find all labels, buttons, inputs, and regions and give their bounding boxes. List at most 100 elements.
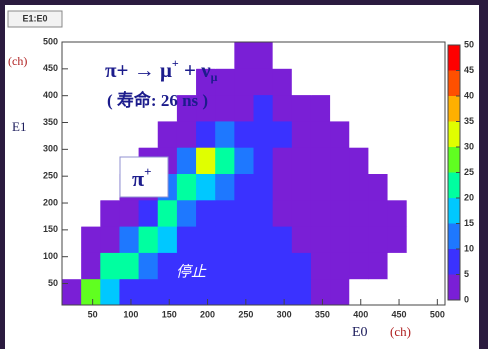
cell <box>330 68 350 96</box>
z-tick-label: 10 <box>464 243 474 253</box>
cell <box>387 226 408 253</box>
cell <box>100 173 120 201</box>
cell <box>157 42 178 69</box>
cell <box>387 94 408 122</box>
cell <box>100 68 120 96</box>
cell <box>119 120 140 148</box>
cell <box>291 42 312 69</box>
cell <box>138 94 159 122</box>
cell <box>176 94 197 122</box>
cell <box>81 226 101 253</box>
cell <box>234 252 254 280</box>
cell <box>349 120 369 148</box>
z-tick-label: 20 <box>464 192 474 202</box>
cell <box>119 94 140 122</box>
cell <box>100 199 120 227</box>
cell <box>425 42 446 69</box>
cell <box>119 278 140 306</box>
cell <box>234 173 254 201</box>
cell <box>330 252 350 280</box>
cell <box>406 278 427 306</box>
cell <box>310 42 331 69</box>
cell <box>138 68 159 96</box>
cell <box>291 147 312 174</box>
cell <box>387 278 408 306</box>
cell <box>196 120 216 148</box>
cell <box>119 68 140 96</box>
cell <box>157 68 178 96</box>
x-tick-label: 400 <box>353 309 368 319</box>
cell <box>425 94 446 122</box>
z-tick-label: 5 <box>464 269 469 279</box>
cell <box>81 120 101 148</box>
x-axis-unit: (ch) <box>390 324 411 339</box>
cell <box>406 252 427 280</box>
cell <box>330 278 350 306</box>
cell <box>291 68 312 96</box>
cell <box>234 42 254 69</box>
cell <box>253 252 274 280</box>
cell <box>291 94 312 122</box>
cell <box>138 278 159 306</box>
cell <box>62 173 82 201</box>
cell <box>253 199 274 227</box>
cell <box>272 173 293 201</box>
cell <box>406 199 427 227</box>
cell <box>157 94 178 122</box>
x-tick-label: 100 <box>123 309 138 319</box>
cell <box>253 226 274 253</box>
cell <box>330 173 350 201</box>
cell <box>119 252 140 280</box>
cell <box>330 120 350 148</box>
decay-formula: π+ → μ+ + νμ <box>105 56 218 84</box>
cell <box>387 252 408 280</box>
cell <box>272 199 293 227</box>
cell <box>215 173 235 201</box>
cell <box>272 278 293 306</box>
y-tick-label: 450 <box>43 63 58 73</box>
cell <box>176 68 197 96</box>
cell <box>310 252 331 280</box>
cell <box>425 120 446 148</box>
cell <box>272 226 293 253</box>
cell <box>234 147 254 174</box>
cell <box>100 120 120 148</box>
cell <box>119 226 140 253</box>
cell <box>330 147 350 174</box>
cell <box>330 226 350 253</box>
x-tick-label: 500 <box>430 309 445 319</box>
cell <box>62 68 82 96</box>
cell <box>330 94 350 122</box>
pion-label: π+ <box>132 164 151 191</box>
cell <box>100 278 120 306</box>
cell <box>349 252 369 280</box>
decay-part: π+ → μ <box>105 58 172 82</box>
cell <box>138 199 159 227</box>
cell <box>387 173 408 201</box>
cell <box>253 120 274 148</box>
cell <box>234 94 254 122</box>
cell <box>234 68 254 96</box>
cell <box>176 199 197 227</box>
cell <box>368 226 389 253</box>
cell <box>62 120 82 148</box>
z-tick-label: 45 <box>464 65 474 75</box>
plot-frame <box>61 41 446 306</box>
decay-part: + ν <box>179 58 211 82</box>
cell <box>138 42 159 69</box>
cell <box>291 173 312 201</box>
cell <box>176 120 197 148</box>
cell <box>406 120 427 148</box>
cell <box>425 173 446 201</box>
stop-label: 停止 <box>176 263 207 280</box>
cell <box>100 94 120 122</box>
cell <box>406 147 427 174</box>
y-tick-label: 300 <box>43 144 58 154</box>
cell <box>81 199 101 227</box>
y-tick-label: 500 <box>43 36 58 46</box>
cell <box>387 42 408 69</box>
x-tick-label: 50 <box>88 309 98 319</box>
z-tick-label: 50 <box>464 39 474 49</box>
cell <box>291 199 312 227</box>
z-tick-label: 25 <box>464 167 474 177</box>
